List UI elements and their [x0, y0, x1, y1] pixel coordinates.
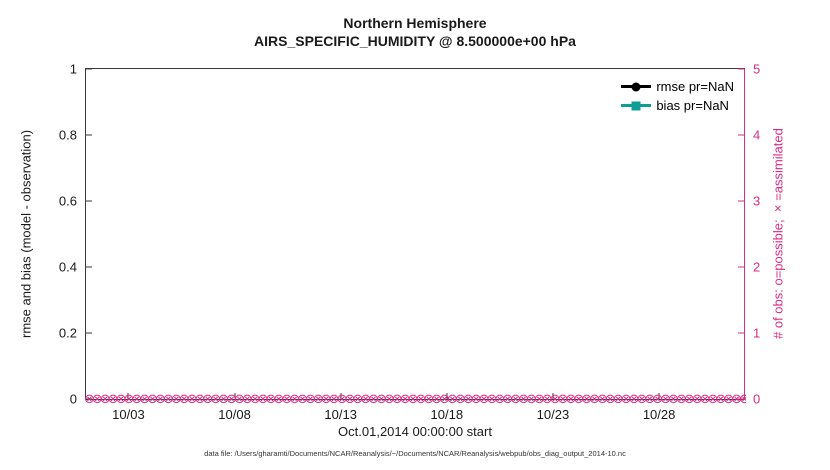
y-left-tick-mark: [86, 200, 92, 202]
y-left-tick-label: 1: [69, 61, 77, 77]
x-tick-mark: [446, 393, 448, 399]
legend-label: bias pr=NaN: [656, 98, 729, 113]
legend-item: rmse pr=NaN: [621, 79, 734, 94]
y-right-tick-label: 2: [753, 259, 761, 275]
x-tick-label: 10/03: [112, 407, 145, 422]
x-tick-mark: [234, 393, 236, 399]
legend-line-sample: [621, 82, 652, 91]
y-left-tick-mark: [86, 68, 92, 70]
legend-line-sample: [621, 101, 652, 110]
y-left-tick-label: 0.2: [58, 325, 77, 341]
legend-item: bias pr=NaN: [621, 98, 729, 113]
x-tick-mark: [552, 393, 554, 399]
y-right-tick-label: 5: [753, 61, 761, 77]
x-tick-mark: [658, 393, 660, 399]
x-tick-label: 10/23: [536, 407, 570, 422]
legend-label: rmse pr=NaN: [656, 79, 734, 94]
y-axis-left-label: rmse and bias (model - observation): [18, 129, 34, 339]
legend: rmse pr=NaN bias pr=NaN: [621, 79, 734, 113]
y-left-tick-label: 0.4: [58, 259, 77, 275]
x-axis-label: Oct.01,2014 00:00:00 start: [338, 424, 492, 439]
y-right-tick-label: 0: [753, 391, 761, 407]
title-block: Northern Hemisphere AIRS_SPECIFIC_HUMIDI…: [0, 14, 830, 51]
x-tick-label: 10/13: [324, 407, 357, 422]
y-right-tick-mark: [738, 200, 744, 202]
y-left-tick-mark: [86, 332, 92, 334]
chart-title: Northern Hemisphere: [343, 15, 487, 31]
data-file-caption: data file: /Users/gharamti/Documents/NCA…: [204, 449, 626, 458]
circle-marker-icon: [631, 82, 641, 91]
x-tick-label: 10/08: [218, 407, 251, 422]
y-left-tick-mark: [86, 398, 92, 400]
square-marker-icon: [631, 101, 641, 110]
y-left-tick-label: 0: [69, 391, 77, 407]
chart-subtitle: AIRS_SPECIFIC_HUMIDITY @ 8.500000e+00 hP…: [254, 33, 576, 50]
y-right-tick-label: 4: [753, 127, 761, 143]
y-left-tick-label: 0.6: [58, 193, 77, 209]
plot-area: rmse pr=NaN bias pr=NaN ⊗⊗⊗⊗⊗⊗⊗⊗⊗⊗⊗⊗⊗⊗⊗⊗⊗…: [59, 62, 760, 423]
x-tick-label: 10/28: [642, 407, 676, 422]
y-right-tick-mark: [738, 332, 744, 334]
y-right-tick-label: 3: [753, 193, 761, 209]
y-right-tick-mark: [738, 68, 744, 70]
y-right-tick-label: 1: [753, 325, 761, 341]
obs-markers-row: ⊗⊗⊗⊗⊗⊗⊗⊗⊗⊗⊗⊗⊗⊗⊗⊗⊗⊗⊗⊗⊗⊗⊗⊗⊗⊗⊗⊗⊗⊗⊗⊗⊗⊗⊗⊗⊗⊗⊗⊗…: [84, 391, 746, 406]
y-right-tick-mark: [738, 266, 744, 268]
x-tick-mark: [340, 393, 342, 399]
y-axis-right-label: # of obs: o=possible; ×=assimilated: [770, 128, 786, 340]
y-left-tick-mark: [86, 134, 92, 136]
y-left-tick-mark: [86, 266, 92, 268]
x-tick-label: 10/18: [430, 407, 464, 422]
y-right-tick-mark: [738, 398, 744, 400]
y-left-tick-label: 0.8: [58, 127, 77, 143]
x-tick-mark: [127, 393, 129, 399]
y-right-tick-mark: [738, 134, 744, 136]
